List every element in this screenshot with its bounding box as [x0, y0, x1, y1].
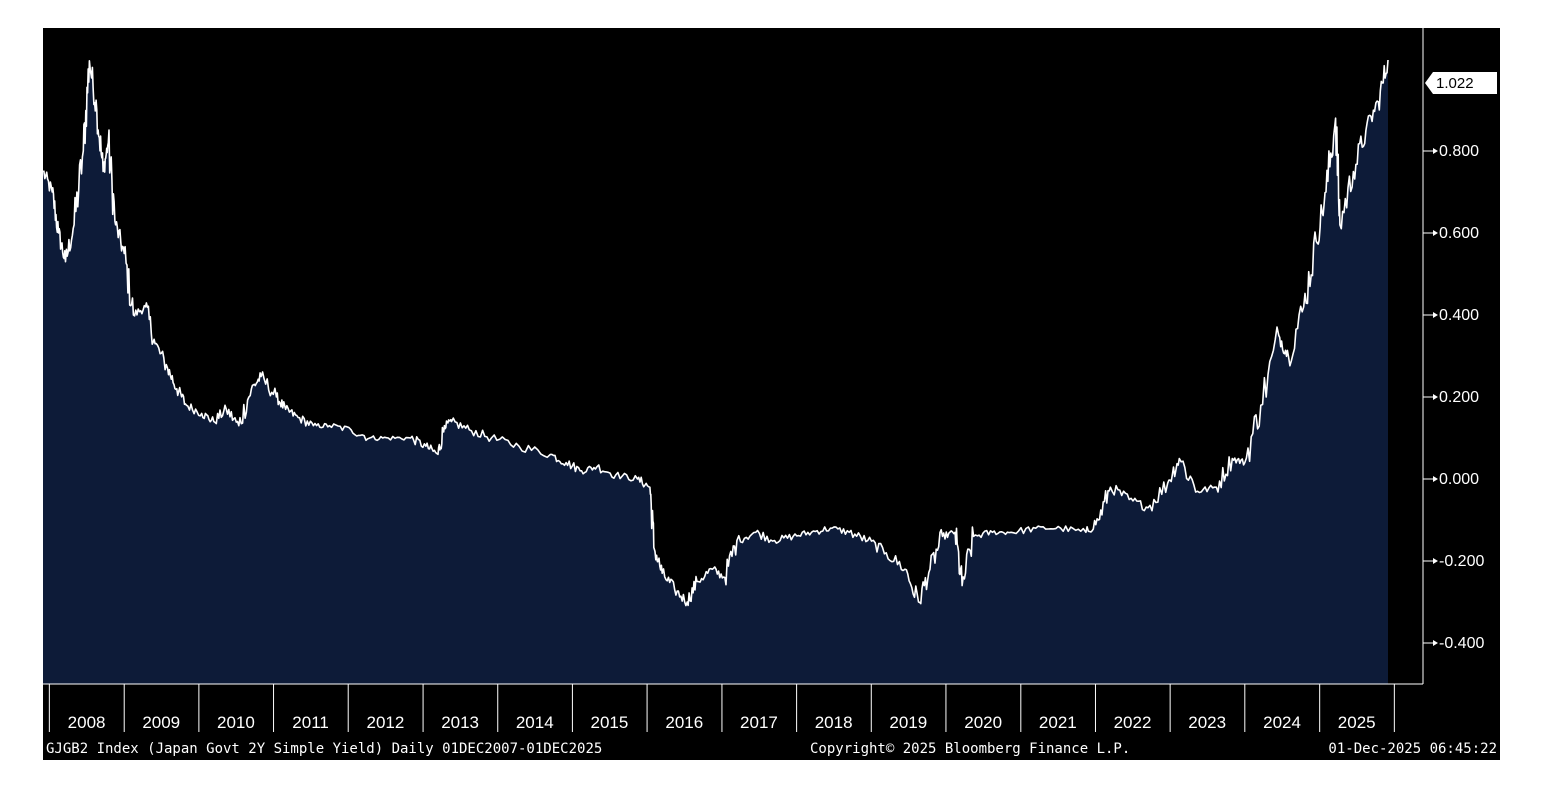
yield-series-line: [42, 59, 1389, 607]
x-tick-label: 2018: [815, 713, 853, 732]
x-tick-label: 2012: [367, 713, 405, 732]
y-tick-arrow: [1433, 476, 1438, 482]
y-tick-arrow: [1433, 230, 1438, 236]
footer-copyright: Copyright© 2025 Bloomberg Finance L.P.: [810, 741, 1130, 757]
x-tick-label: 2016: [665, 713, 703, 732]
x-tick-label: 2015: [591, 713, 629, 732]
x-tick-label: 2011: [292, 713, 329, 732]
last-value-tag: [1425, 72, 1497, 94]
y-tick-label: 0.600: [1439, 225, 1479, 242]
x-tick-label: 2025: [1338, 713, 1376, 732]
y-tick-label: -0.200: [1439, 553, 1484, 570]
x-tick-label: 2022: [1114, 713, 1152, 732]
y-tick-label: 0.200: [1439, 389, 1479, 406]
x-axis-ticks: 2008 2009 2010 2011 2012 2013 2014 2015 2016 2017…: [48, 684, 1395, 732]
last-value-marker: 1.022: [1425, 72, 1497, 94]
y-tick-label: -0.400: [1439, 635, 1484, 652]
y-tick-label: 0.800: [1439, 143, 1479, 160]
x-tick-label: 2023: [1188, 713, 1226, 732]
y-tick-label: 0.400: [1439, 307, 1479, 324]
last-value-label: 1.022: [1436, 75, 1474, 92]
x-tick-label: 2019: [889, 713, 927, 732]
x-tick-label: 2010: [217, 713, 255, 732]
x-tick-label: 2014: [516, 713, 554, 732]
y-tick-label: 0.000: [1439, 471, 1479, 488]
y-tick-arrow: [1433, 640, 1438, 646]
y-tick-arrow: [1433, 558, 1438, 564]
yield-area-fill: [43, 60, 1388, 684]
x-tick-label: 2024: [1263, 713, 1301, 732]
x-tick-label: 2008: [68, 713, 106, 732]
y-tick-arrow: [1433, 394, 1438, 400]
x-tick-label: 2021: [1039, 713, 1077, 732]
y-axis-ticks: 0.800 0.600 0.400 0.200 0.000 -0.200 -0.400: [1423, 143, 1484, 652]
footer-timestamp: 01-Dec-2025 06:45:22: [1328, 741, 1497, 757]
x-tick-label: 2009: [142, 713, 180, 732]
y-tick-arrow: [1433, 148, 1438, 154]
x-tick-label: 2020: [964, 713, 1002, 732]
footer-series-info: GJGB2 Index (Japan Govt 2Y Simple Yield)…: [46, 741, 602, 757]
y-tick-arrow: [1433, 312, 1438, 318]
x-tick-label: 2017: [740, 713, 778, 732]
x-tick-label: 2013: [441, 713, 479, 732]
